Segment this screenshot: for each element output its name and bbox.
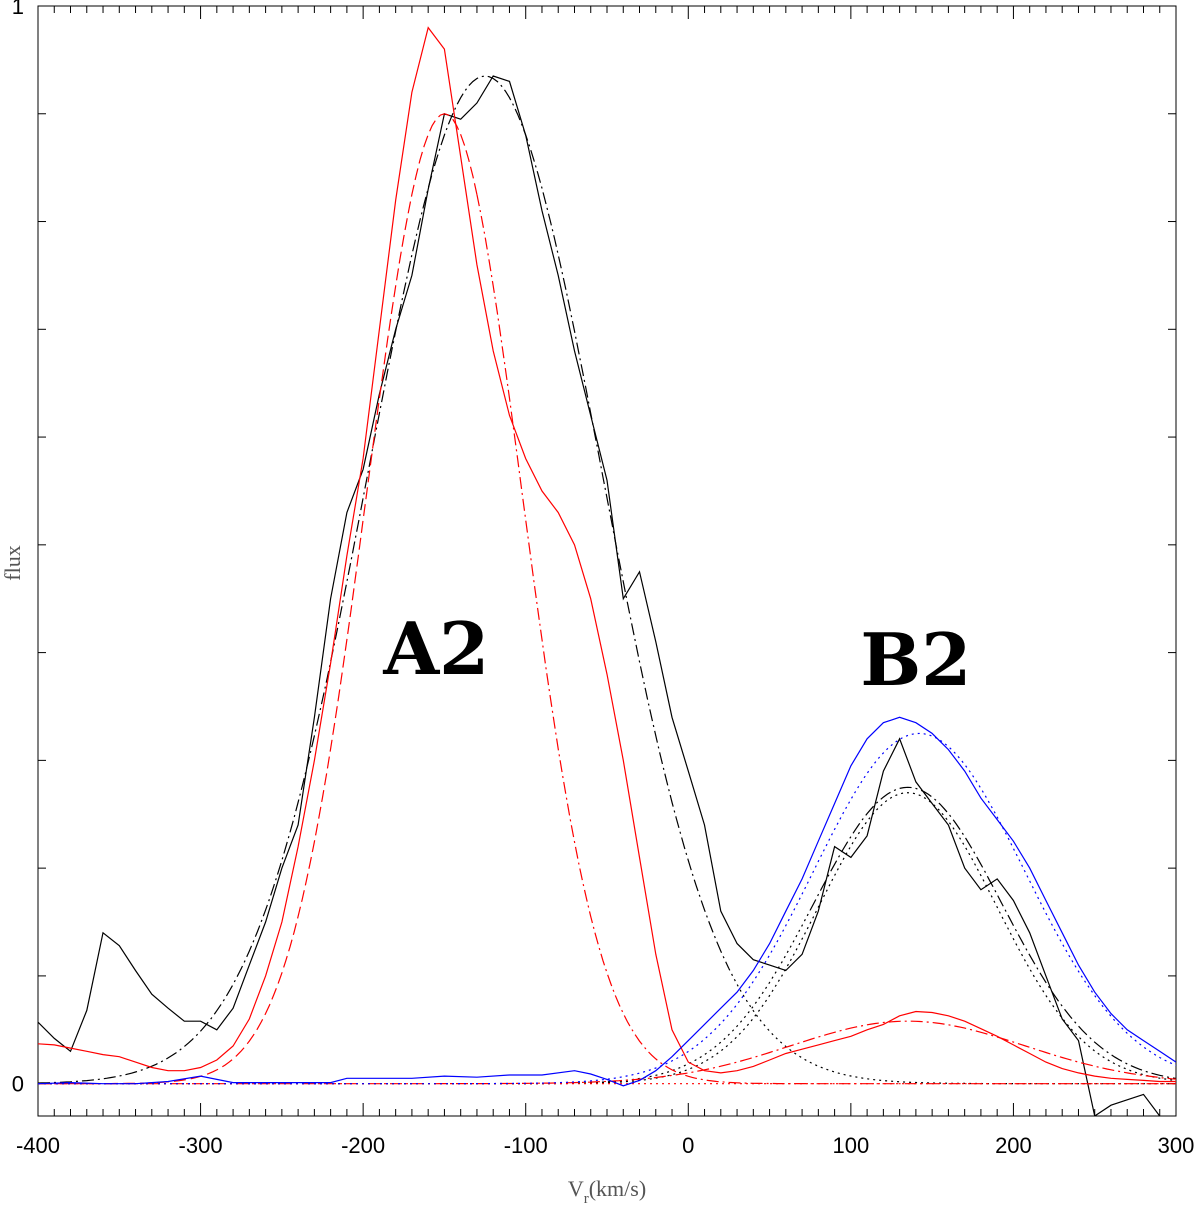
series-line-13 [38, 732, 1176, 1085]
series-line-8 [38, 113, 478, 1085]
x-tick-label: -300 [179, 1133, 223, 1158]
y-tick-labels: 01 [12, 0, 24, 1097]
series-line-2 [38, 75, 730, 1084]
series-line-12 [38, 716, 1176, 1087]
annotations: A2 B2 [382, 606, 971, 702]
y-tick-label: 0 [12, 1072, 24, 1097]
x-tick-label: 200 [995, 1133, 1032, 1158]
annotation-label: A2 [382, 606, 489, 691]
series-line-4 [809, 786, 1176, 1080]
series-line-3 [728, 968, 1176, 1085]
series-line-10 [38, 1020, 1176, 1085]
annotation-label: B2 [860, 617, 971, 702]
series-line-5 [38, 909, 811, 1085]
series-layer [38, 26, 1176, 1116]
series-line-1 [38, 75, 1161, 1116]
x-axis-ticks [37, 6, 1177, 1116]
y-axis-ticks [38, 5, 1176, 1085]
x-tick-label: -200 [341, 1133, 385, 1158]
plot-frame [37, 5, 1177, 1117]
x-tick-label: 0 [682, 1133, 694, 1158]
y-axis-title: flux [0, 545, 25, 580]
series-line-6 [38, 792, 1176, 1085]
x-tick-label: -100 [504, 1133, 548, 1158]
x-tick-label: 100 [832, 1133, 869, 1158]
x-tick-label: 300 [1158, 1133, 1195, 1158]
y-tick-label: 1 [12, 0, 24, 19]
x-axis-title: Vr(km/s) [568, 1176, 646, 1205]
x-tick-labels: -400 -300 -200 -100 0 100 200 300 [16, 1133, 1194, 1158]
x-tick-label: -400 [16, 1133, 60, 1158]
series-line-7 [38, 26, 1176, 1083]
